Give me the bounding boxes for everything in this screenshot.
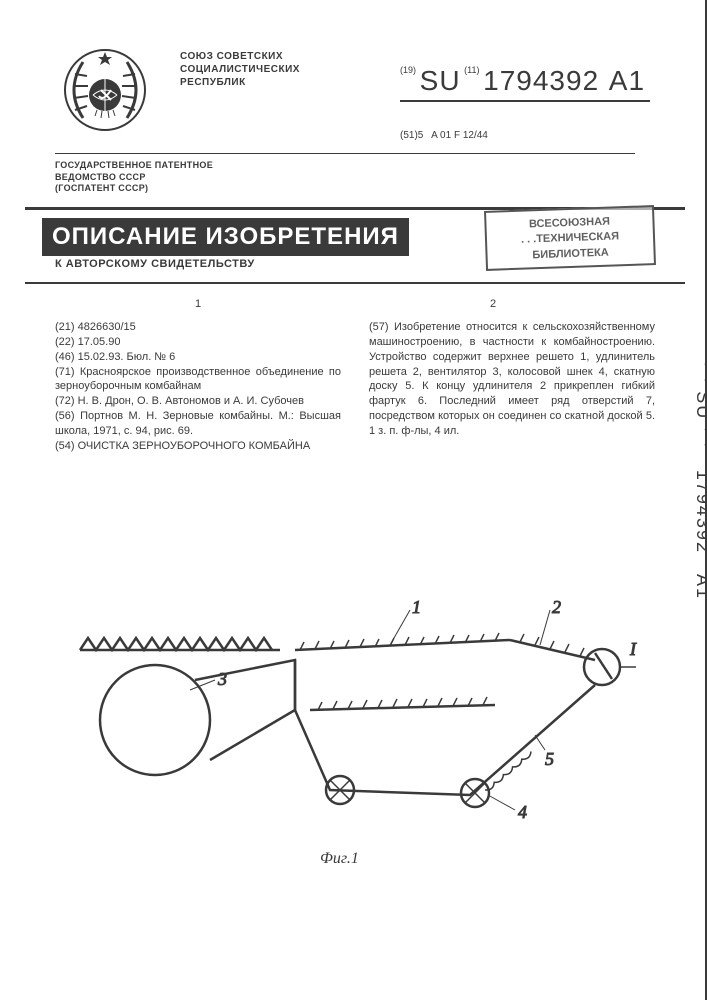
fig-label-I: I: [629, 639, 637, 659]
rule-below-title: [25, 282, 685, 284]
doc-number: 1794392: [483, 65, 599, 96]
document-title: ОПИСАНИЕ ИЗОБРЕТЕНИЯ: [42, 218, 409, 256]
side-kind: A1: [693, 574, 707, 600]
right-column: (57) Изобретение относится к сельскохозя…: [369, 320, 655, 454]
figure-caption: Фиг.1: [320, 850, 359, 868]
rule-under-pubnum: [400, 100, 650, 102]
field-54: (54) ОЧИСТКА ЗЕРНОУБОРОЧНОГО КОМБАЙНА: [55, 439, 341, 454]
field-72: (72) Н. В. Дрон, О. В. Автономов и А. И.…: [55, 394, 341, 409]
fig-label-3: 3: [217, 669, 227, 689]
fig-label-4: 4: [518, 802, 527, 822]
field-21: (21) 4826630/15: [55, 320, 341, 335]
column-number-2: 2: [490, 298, 496, 310]
figure-1: 1 2 3 4 5 I: [40, 595, 640, 875]
column-number-1: 1: [195, 298, 201, 310]
side-number: 1794392: [693, 470, 707, 554]
field-46: (46) 15.02.93. Бюл. № 6: [55, 350, 341, 365]
fig-label-5: 5: [545, 749, 554, 769]
class-prefix: (51)5: [400, 130, 423, 141]
abstract-57: (57) Изобретение относится к сельскохозя…: [369, 320, 655, 439]
code-19: (19): [400, 65, 416, 75]
agency-name: ГОСУДАРСТВЕННОЕ ПАТЕНТНОЕ ВЕДОМСТВО СССР…: [55, 160, 275, 195]
patent-page: { "issuer": "СОЮЗ СОВЕТСКИХ\nСОЦИАЛИСТИЧ…: [0, 0, 707, 1000]
class-code: A 01 F 12/44: [431, 130, 488, 141]
library-stamp: ВСЕСОЮЗНАЯ . . .ТЕХНИЧЕСКАЯ БИБЛИОТЕКА: [484, 205, 656, 271]
fig-label-2: 2: [552, 597, 561, 617]
classification: (51)5 A 01 F 12/44: [400, 130, 488, 141]
publication-number: (19) SU (11) 1794392 A1: [400, 65, 645, 97]
kind-code: A1: [609, 65, 645, 96]
bibliographic-columns: (21) 4826630/15 (22) 17.05.90 (46) 15.02…: [55, 320, 655, 454]
field-56: (56) Портнов М. Н. Зерновые комбайны. М.…: [55, 409, 341, 439]
left-column: (21) 4826630/15 (22) 17.05.90 (46) 15.02…: [55, 320, 341, 454]
fig-label-1: 1: [412, 597, 421, 617]
state-emblem: [55, 40, 155, 140]
document-subtitle: К АВТОРСКОМУ СВИДЕТЕЛЬСТВУ: [55, 258, 255, 270]
rule-agency: [55, 153, 635, 154]
side-publication-number: (19) SU (11) 1794392 A1: [692, 362, 707, 600]
code-11: (11): [464, 65, 479, 75]
country-code: SU: [420, 65, 461, 96]
field-22: (22) 17.05.90: [55, 335, 341, 350]
issuer-name: СОЮЗ СОВЕТСКИХ СОЦИАЛИСТИЧЕСКИХ РЕСПУБЛИ…: [180, 50, 360, 89]
side-country: SU: [693, 391, 707, 420]
field-71: (71) Красноярское производственное объед…: [55, 365, 341, 395]
